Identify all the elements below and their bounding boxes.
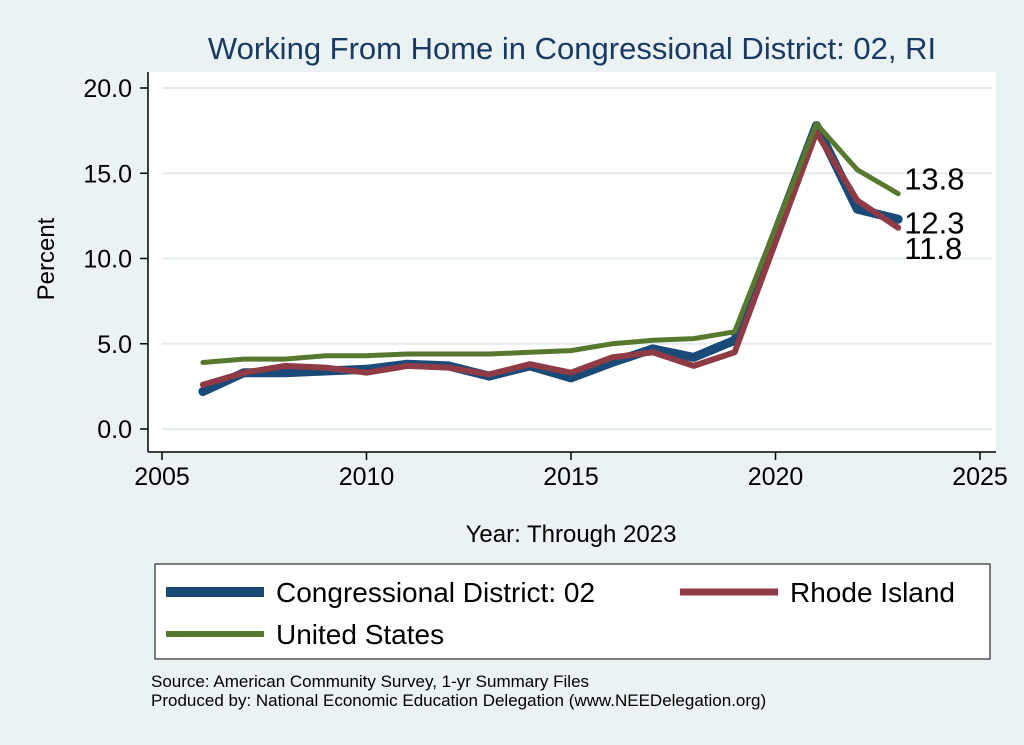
- y-tick-label: 5.0: [97, 331, 132, 359]
- axes: 0.0 5.0 10.0 15.0 20.0 2005 2010 2015 2020 2025: [83, 72, 1008, 491]
- plot-area: [148, 72, 996, 452]
- x-tick-label: 2025: [952, 463, 1008, 491]
- series-line-rhode-island: [199, 129, 902, 388]
- end-label: 12.3: [904, 205, 964, 240]
- y-axis-label: Percent: [33, 217, 60, 300]
- y-tick-label: 0.0: [97, 416, 132, 444]
- end-labels: 13.8 12.311.8: [904, 162, 964, 266]
- end-label: 11.8: [904, 231, 962, 266]
- y-tick-label: 15.0: [83, 160, 132, 188]
- source-note: Source: American Community Survey, 1-yr …: [151, 672, 590, 691]
- x-tick-label: 2020: [748, 463, 804, 491]
- legend-box: [154, 563, 991, 660]
- grid-lines: [162, 87, 992, 430]
- x-tick-label: 2005: [134, 463, 190, 491]
- legend: Congressional District: 02 Rhode Island Un…: [166, 577, 955, 650]
- legend-label: Congressional District: 02: [276, 577, 595, 608]
- legend-label: United States: [276, 619, 444, 650]
- x-axis-label: Year: Through 2023: [466, 521, 677, 548]
- series-lines: [198, 121, 903, 396]
- y-tick-label: 10.0: [83, 246, 132, 274]
- series-line-united-states: [200, 121, 901, 365]
- chart-title: Working From Home in Congressional Distr…: [208, 31, 936, 66]
- y-tick-label: 20.0: [83, 75, 132, 103]
- end-label: 13.8: [904, 162, 964, 197]
- legend-label: Rhode Island: [790, 577, 955, 608]
- x-tick-label: 2015: [543, 463, 599, 491]
- produced-by-note: Produced by: National Economic Education…: [151, 691, 767, 710]
- x-tick-label: 2010: [339, 463, 395, 491]
